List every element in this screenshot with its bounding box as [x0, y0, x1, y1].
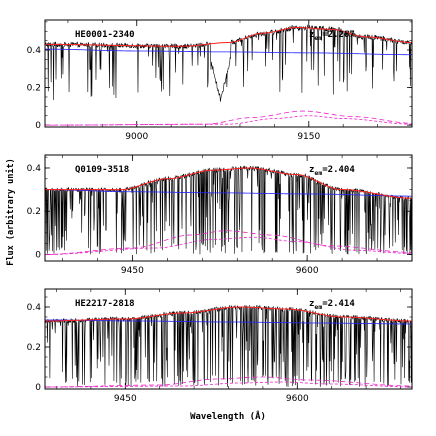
panel-frame	[44, 19, 413, 128]
y-tick-label: 0.2	[27, 343, 41, 353]
panel-frame	[44, 288, 413, 390]
quasar-name-label: HE2217-2818	[75, 299, 135, 309]
y-tick-label: 0.4	[27, 164, 42, 174]
flux-spectrum	[45, 165, 412, 255]
fit-line	[45, 167, 412, 199]
quasar-name-label: Q0109-3518	[75, 165, 129, 175]
emission-component-line	[45, 230, 412, 255]
emission-component-line	[45, 376, 412, 388]
plot-area	[45, 165, 412, 255]
y-tick-label: 0.4	[27, 46, 42, 56]
y-tick-label: 0	[35, 251, 41, 261]
plot-area	[45, 304, 412, 388]
y-axis-label: Flux (arbitrary unit)	[5, 158, 16, 265]
emission-component-line	[45, 381, 412, 388]
flux-spectrum	[45, 24, 412, 102]
x-tick-label: 9450	[114, 394, 137, 404]
panel-frame	[44, 154, 413, 262]
y-tick-label: 0	[35, 383, 41, 393]
fit-line	[45, 27, 412, 47]
x-tick-label: 9600	[296, 266, 319, 276]
quasar-name-label: HE0001-2340	[75, 30, 135, 40]
x-tick-label: 9450	[121, 266, 144, 276]
y-tick-label: 0.2	[27, 207, 41, 217]
emission-component-line	[45, 115, 412, 126]
plot-area	[45, 24, 412, 126]
continuum-line	[45, 48, 412, 56]
redshift-label: zem=2.404	[309, 165, 355, 177]
redshift-label: zem=2.267	[309, 30, 355, 42]
emission-component-line	[45, 236, 412, 255]
y-tick-label: 0	[35, 121, 41, 131]
x-tick-label: 9600	[286, 394, 309, 404]
spectrum-panel: 0 0.2 0.4 9000 9150 HE0001-2340 zem=2.267	[27, 19, 413, 142]
spectrum-panel: 0 0.2 0.4 9450 9600 HE2217-2818 zem=2.414	[27, 288, 413, 404]
continuum-line	[45, 319, 412, 325]
x-tick-label: 9000	[125, 132, 148, 142]
redshift-label: zem=2.414	[309, 299, 355, 311]
emission-component-line	[45, 110, 412, 126]
continuum-line	[45, 189, 412, 197]
x-axis-label: Wavelength (Å)	[190, 411, 266, 422]
spectrum-panel: 0 0.2 0.4 9450 9600 Q0109-3518 zem=2.404	[27, 154, 413, 276]
x-tick-label: 9150	[297, 132, 320, 142]
y-tick-label: 0.2	[27, 84, 41, 94]
fit-line	[45, 306, 412, 322]
y-tick-label: 0.4	[27, 303, 42, 313]
flux-spectrum	[45, 304, 412, 387]
